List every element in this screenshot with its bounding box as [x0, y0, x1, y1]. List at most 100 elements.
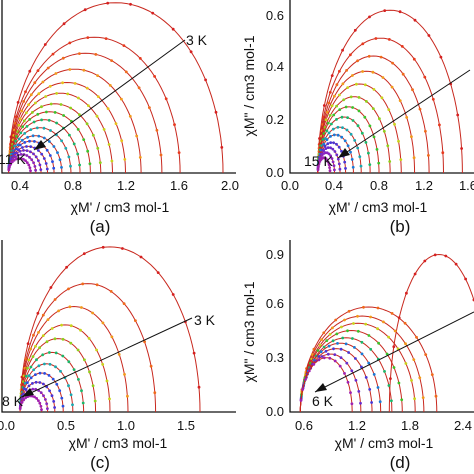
panel-b-data-point: [351, 106, 354, 109]
panel-a-data-point: [29, 128, 33, 132]
panel-a-xtick-1: 0.8: [64, 178, 82, 193]
panel-a-data-point: [8, 165, 11, 169]
panel-d-data-point: [464, 277, 467, 281]
panel-d-data-point: [325, 339, 329, 342]
panel-a-data-point: [35, 126, 39, 130]
panel-d-data-point: [312, 363, 316, 366]
panel-b-arrowhead: [338, 148, 350, 158]
panel-c-data-point: [126, 394, 129, 398]
panel-c-data-point: [37, 331, 40, 334]
panel-b-data-point: [368, 15, 371, 19]
panel-b-data-point: [368, 163, 372, 167]
panel-b-data-point: [353, 28, 357, 32]
panel-c-data-point: [123, 373, 126, 376]
panel-b-data-point: [397, 139, 400, 143]
panel-c-data-point: [55, 382, 59, 386]
panel-b-data-point: [424, 129, 427, 133]
panel-b-data-point: [355, 82, 358, 86]
panel-c-data-point: [79, 328, 82, 332]
panel-c-data-point: [42, 394, 45, 398]
panel-d-data-point: [387, 335, 390, 339]
panel-d-data-point: [320, 355, 324, 358]
panel-c-data-point: [134, 319, 137, 322]
panel-b-data-point: [363, 83, 367, 87]
panel-b-high-t-label: 15 K: [304, 153, 333, 169]
panel-b-data-point: [367, 151, 370, 155]
panel-d-data-point: [344, 342, 348, 346]
panel-b-data-point: [410, 135, 413, 139]
panel-d-data-point: [318, 343, 322, 347]
panel-a-data-point: [60, 166, 63, 169]
panel-d-data-point: [347, 351, 350, 354]
panel-b-data-point: [398, 10, 402, 14]
panel-b-data-point: [321, 138, 325, 141]
panel-b-data-point: [390, 85, 394, 89]
panel-b-data-point: [335, 153, 339, 157]
panel-a-data-point: [18, 143, 22, 147]
panel-a-data-point: [25, 145, 28, 148]
panel-b-data-point: [358, 155, 362, 159]
panel-c-data-point: [71, 403, 74, 407]
panel-c-data-point: [80, 389, 83, 393]
panel-d-xtick-3: 2.4: [454, 418, 472, 433]
panel-a-data-point: [22, 119, 26, 123]
panel-c-data-point: [67, 384, 70, 388]
panel-a-data-point: [49, 129, 52, 132]
panel-d-data-point: [345, 361, 349, 365]
panel-c-data-point: [91, 311, 94, 315]
panel-d-data-point: [359, 401, 362, 405]
panel-a-data-point: [123, 158, 127, 161]
panel-c-data-point: [39, 404, 43, 408]
panel-a-data-point: [34, 101, 37, 105]
panel-c-data-point: [80, 306, 83, 309]
panel-c-data-point: [67, 360, 71, 364]
panel-b-data-point: [335, 83, 339, 87]
panel-b-data-point: [325, 138, 329, 142]
panel-c-data-point: [53, 406, 56, 409]
panel-d-data-point: [331, 326, 334, 330]
panel-a-data-point: [173, 123, 176, 126]
panel-b-data-point: [400, 45, 404, 48]
panel-b-data-point: [337, 145, 341, 149]
panel-a-data-point: [28, 139, 31, 143]
panel-d-data-point: [397, 381, 401, 385]
panel-b-data-point: [338, 69, 341, 73]
panel-c-arrow: [21, 317, 193, 398]
panel-a-data-point: [15, 157, 18, 161]
panel-d-data-point: [356, 329, 360, 333]
panel-c-data-point: [72, 368, 76, 371]
panel-d-arrowhead: [315, 383, 327, 392]
panel-b-fit-line-3: [317, 70, 416, 174]
panel-c-fit-line-5: [19, 351, 85, 412]
panel-a-data-point: [33, 81, 37, 85]
panel-d-data-point: [322, 345, 326, 349]
panel-b-data-point: [387, 108, 391, 111]
panel-a-data-point: [120, 97, 123, 101]
panel-c-data-point: [95, 283, 99, 287]
panel-d-data-point: [423, 259, 427, 263]
panel-b-ylabel: χM" / cm3 mol-1: [241, 35, 257, 136]
panel-a-data-point: [26, 135, 29, 139]
panel-b-data-point: [367, 54, 371, 58]
panel-b-arrow: [337, 69, 471, 159]
panel-c-data-point: [139, 255, 143, 259]
panel-c-data-point: [45, 402, 49, 406]
panel-b-data-point: [336, 157, 340, 161]
panel-a-data-point: [18, 117, 22, 121]
panel-a-data-point: [138, 156, 142, 159]
panel-d-data-point: [392, 366, 396, 369]
panel-d-data-point: [350, 402, 354, 406]
panel-d-ytick-1: 0.3: [266, 350, 284, 365]
panel-d-data-point: [317, 358, 321, 362]
panel-a-data-point: [49, 102, 53, 106]
panel-d-data-point: [413, 272, 417, 276]
panel-a-data-point: [148, 106, 151, 109]
panel-c-fit-line-1: [19, 283, 157, 413]
panel-d-data-point: [307, 369, 311, 373]
panel-b-data-point: [331, 147, 335, 151]
panel-d-data-point: [405, 291, 408, 295]
panel-c-data-point: [50, 327, 54, 330]
panel-a-data-point: [36, 112, 40, 116]
panel-a-data-point: [69, 106, 72, 110]
panel-d-data-point: [392, 345, 396, 349]
